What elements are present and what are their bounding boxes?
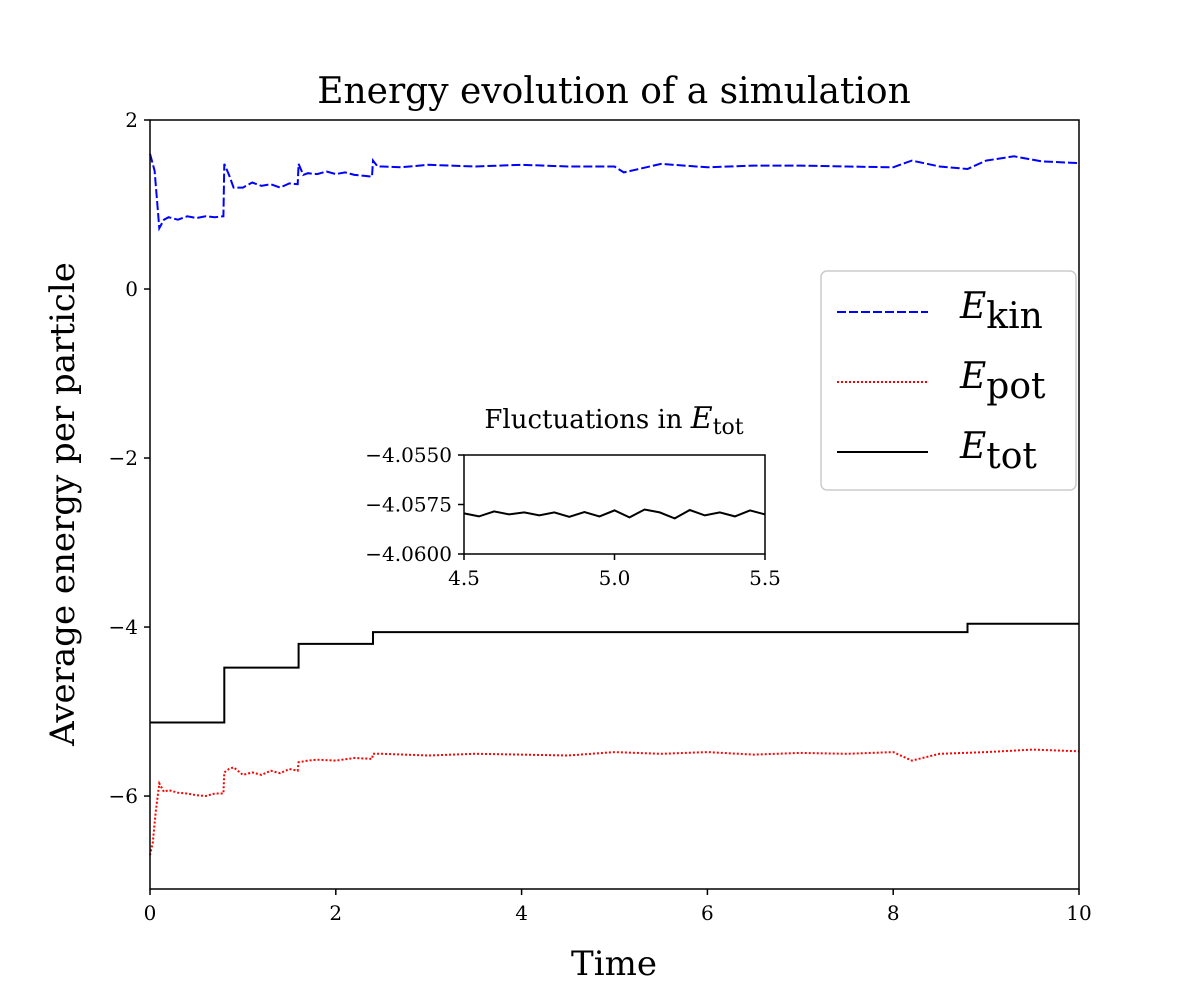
legend-sub: tot — [986, 436, 1037, 477]
legend-sub: kin — [986, 296, 1043, 337]
inset-x-ticks: 4.5 5.0 5.5 — [448, 554, 781, 590]
main-series-group — [149, 153, 1080, 856]
main-plot-frame — [149, 119, 1080, 890]
legend-label-pot: Epot — [959, 356, 1046, 407]
legend-label-kin: Ekin — [959, 286, 1043, 337]
y-tick-label: 0 — [125, 277, 138, 301]
main-y-ticks: −6 −4 −2 0 2 — [109, 108, 150, 808]
series-line-E_pot — [149, 748, 1080, 856]
y-axis-label: Average energy per particle — [43, 262, 83, 747]
x-tick-label: 2 — [329, 901, 342, 925]
series-line-E_kin — [149, 153, 1080, 232]
y-tick-label: 2 — [125, 108, 138, 132]
inset-y-ticks: −4.0600 −4.0575 −4.0550 — [365, 443, 464, 566]
legend-var: E — [959, 426, 986, 467]
inset-title: Fluctuations in Etot — [484, 401, 743, 440]
inset-x-tick-label: 4.5 — [448, 566, 480, 590]
inset-y-tick-label: −4.0575 — [365, 493, 452, 517]
main-plot: 0 2 4 6 8 10 −6 −4 −2 0 2 — [109, 108, 1092, 925]
legend-sub: pot — [986, 366, 1046, 407]
inset-title-var: E — [690, 401, 713, 436]
y-tick-label: −6 — [109, 784, 138, 808]
inset-plot: Fluctuations in Etot 4.5 5.0 5.5 −4.0600−4… — [365, 401, 781, 590]
x-tick-label: 4 — [515, 901, 528, 925]
legend-var: E — [959, 356, 986, 397]
inset-title-sub: tot — [713, 415, 744, 440]
y-tick-label: −2 — [109, 446, 138, 470]
inset-series-line — [463, 508, 766, 520]
x-tick-label: 6 — [701, 901, 714, 925]
inset-background — [464, 455, 765, 554]
x-axis-label: Time — [571, 944, 657, 984]
main-x-ticks: 0 2 4 6 8 10 — [144, 889, 1092, 925]
inset-x-tick-label: 5.5 — [749, 566, 781, 590]
inset-title-text: Fluctuations in — [484, 405, 690, 435]
series-line-E_tot — [150, 622, 1079, 724]
chart-title: Energy evolution of a simulation — [317, 71, 911, 112]
inset-series-group — [463, 508, 766, 520]
legend-var: E — [959, 286, 986, 327]
inset-y-tick-label: −4.0600 — [365, 542, 452, 566]
inset-x-tick-label: 5.0 — [599, 566, 631, 590]
legend-label-tot: Etot — [959, 426, 1037, 477]
x-tick-label: 10 — [1066, 901, 1091, 925]
inset-y-tick-label: −4.0550 — [365, 443, 452, 467]
x-tick-label: 8 — [887, 901, 900, 925]
x-tick-label: 0 — [144, 901, 157, 925]
y-tick-label: −4 — [109, 615, 138, 639]
legend-box — [820, 270, 1077, 491]
